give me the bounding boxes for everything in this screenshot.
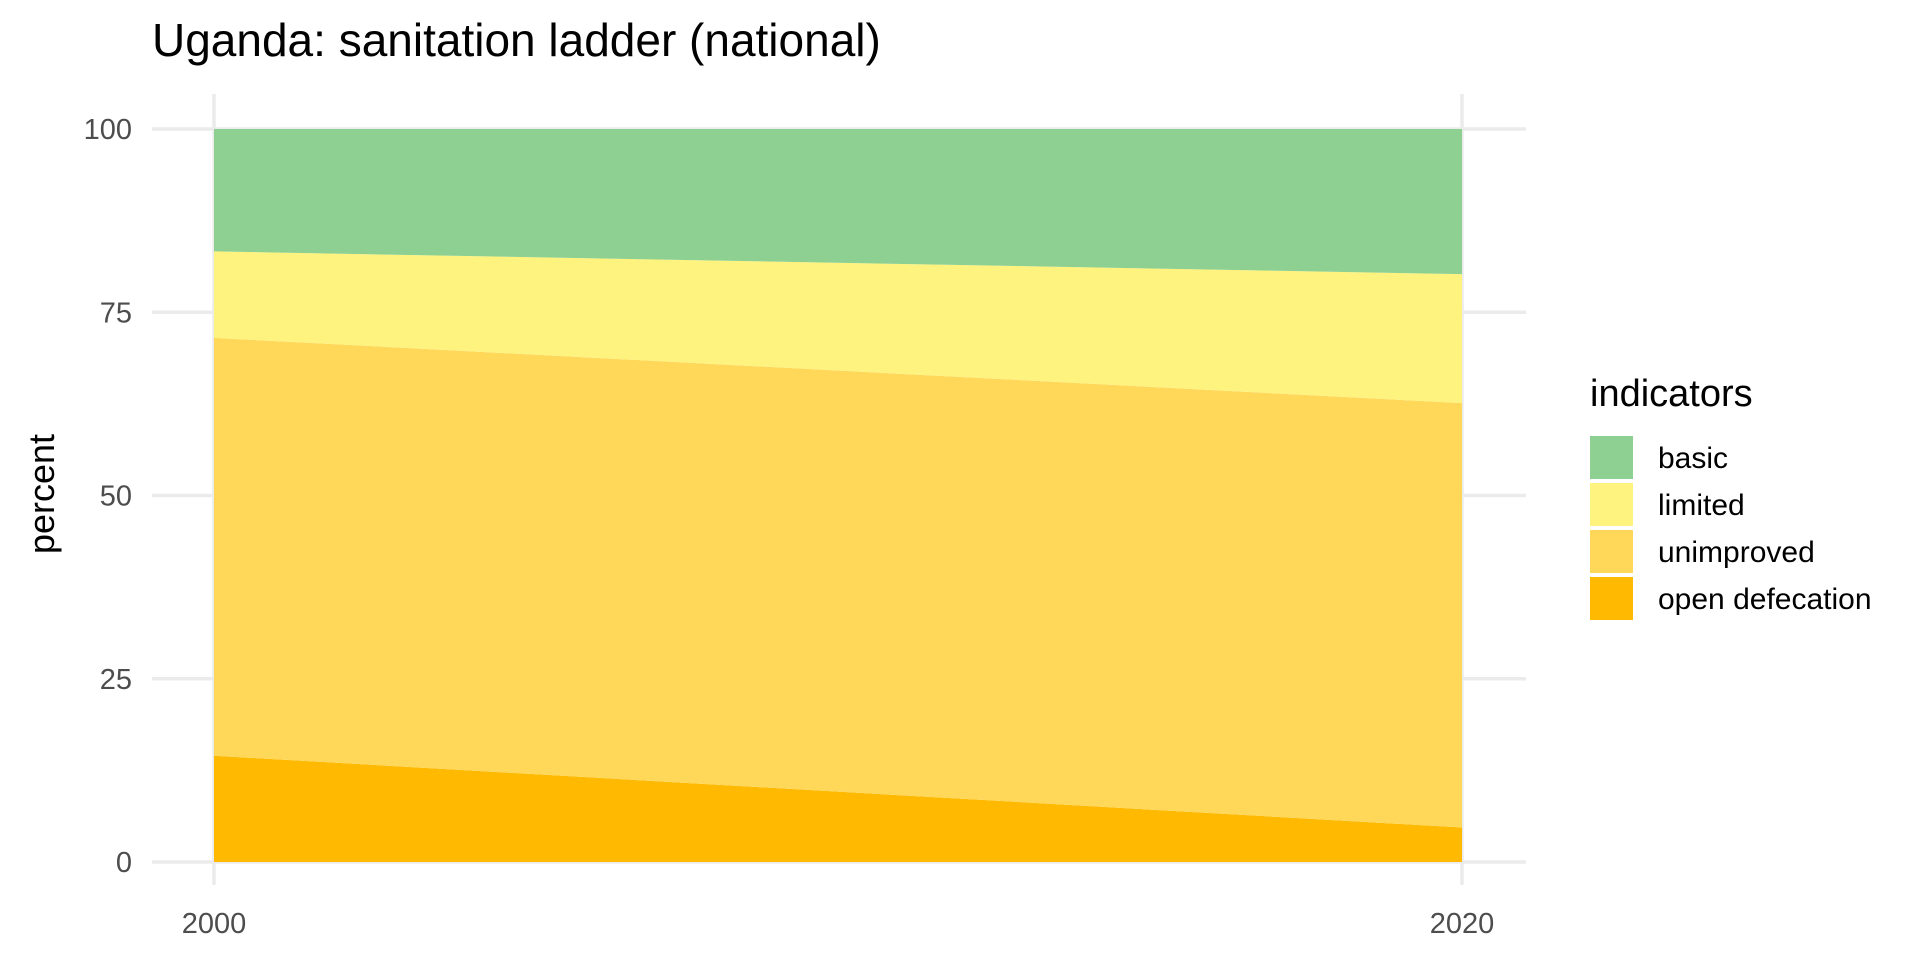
legend-title: indicators: [1590, 373, 1753, 415]
legend-swatch: [1590, 577, 1633, 620]
legend-item: limited: [1590, 483, 1745, 526]
y-tick-label: 75: [100, 297, 132, 329]
chart-title: Uganda: sanitation ladder (national): [152, 14, 881, 66]
legend-swatch: [1590, 483, 1633, 526]
legend-label: limited: [1658, 489, 1745, 522]
legend-item: unimproved: [1590, 530, 1815, 573]
legend-label: open defecation: [1658, 583, 1872, 616]
x-axis-ticks: 2000 2020: [182, 908, 1495, 940]
y-tick-label: 100: [84, 114, 132, 146]
area-open-defecation: [214, 755, 1462, 862]
stacked-areas: [214, 129, 1462, 862]
area-unimproved: [214, 337, 1462, 828]
area-limited: [214, 251, 1462, 404]
y-tick-label: 0: [116, 847, 132, 879]
y-axis-ticks: 0 25 50 75 100: [84, 114, 132, 879]
x-tick-label: 2020: [1430, 908, 1495, 940]
x-tick-label: 2000: [182, 908, 247, 940]
legend-label: basic: [1658, 442, 1728, 475]
y-tick-label: 50: [100, 481, 132, 513]
legend-label: unimproved: [1658, 536, 1815, 569]
y-axis-title: percent: [21, 434, 62, 554]
y-tick-label: 25: [100, 664, 132, 696]
legend-swatch: [1590, 530, 1633, 573]
legend: indicators basic limited unimproved open de…: [1590, 373, 1872, 620]
legend-item: basic: [1590, 436, 1728, 479]
legend-item: open defecation: [1590, 577, 1872, 620]
legend-swatch: [1590, 436, 1633, 479]
area-basic: [214, 129, 1462, 275]
